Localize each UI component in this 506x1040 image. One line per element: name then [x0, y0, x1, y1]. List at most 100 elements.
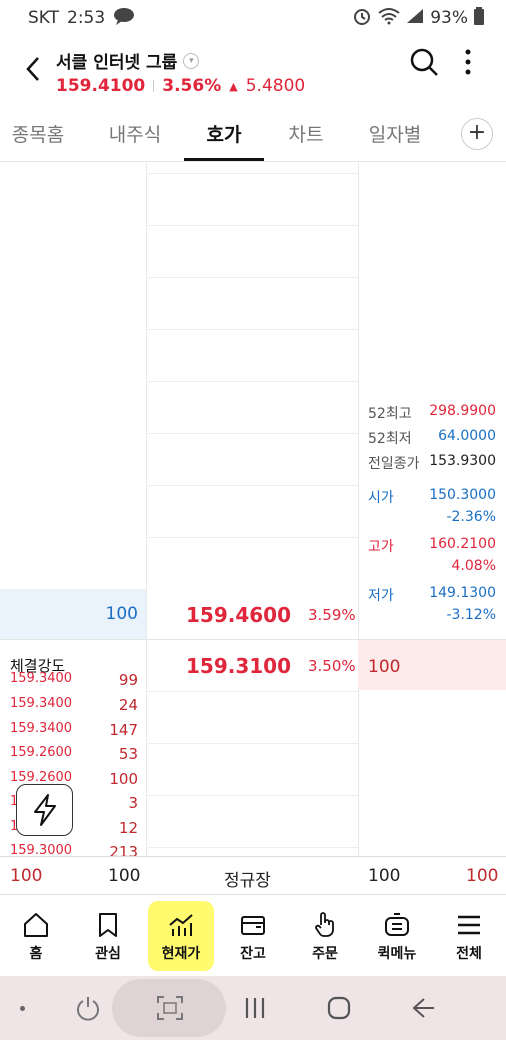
chat-bubble-icon [113, 7, 135, 30]
stat-open: 시가 150.3000 -2.36% [368, 487, 496, 525]
stat-52w-low: 52최저 64.0000 [368, 428, 496, 448]
trade-price: 159.3400 [10, 721, 73, 736]
nav-order[interactable]: 주문 [292, 901, 358, 971]
trade-price: 159.3000 [10, 843, 73, 858]
recent-apps-icon [245, 998, 265, 1018]
capture-button[interactable] [156, 995, 184, 1025]
summary-value: 100 [10, 866, 43, 886]
nav-all[interactable]: 전체 [436, 901, 502, 971]
bid-percent: 3.50% [308, 657, 356, 675]
orderbook-summary: 100 100 정규장 100 100 [0, 856, 506, 894]
stat-prev-close: 전일종가 153.9300 [368, 453, 496, 473]
stock-title[interactable]: 서클 인터넷 그룹 ▾ [56, 48, 200, 73]
stat-value: 150.3000 [429, 487, 496, 503]
change-percent: 3.56% [162, 76, 222, 96]
tab-orderbook[interactable]: 호가 [206, 124, 242, 146]
change-amount: 5.4800 [245, 76, 306, 96]
bid-volume-cell[interactable] [358, 640, 506, 690]
tab-chart[interactable]: 차트 [288, 124, 324, 146]
stat-value: 153.9300 [429, 453, 496, 469]
scan-icon [157, 996, 183, 1020]
stat-label: 저가 [368, 588, 394, 604]
nav-balance[interactable]: 잔고 [220, 901, 286, 971]
divider [358, 163, 359, 856]
trade-volume: 147 [109, 721, 138, 739]
stat-label: 시가 [368, 490, 394, 506]
recent-apps-button[interactable] [243, 996, 267, 1024]
quick-order-button[interactable] [16, 784, 73, 836]
battery-level: 93% [430, 8, 468, 28]
stat-high: 고가 160.2100 4.08% [368, 536, 496, 574]
stat-value: 64.0000 [438, 428, 496, 444]
tab-my-stock[interactable]: 내주식 [108, 124, 162, 146]
nav-quick-menu[interactable]: 퀵메뉴 [364, 901, 430, 971]
divider [146, 329, 358, 330]
divider [146, 691, 358, 692]
tab-daily[interactable]: 일자별 [368, 124, 422, 146]
more-button[interactable] [458, 46, 478, 78]
triangle-up-icon: ▲ [229, 79, 238, 93]
ask-price: 159.4600 [186, 603, 292, 627]
bid-price: 159.3100 [186, 654, 292, 678]
power-icon [77, 997, 99, 1021]
nav-label: 잔고 [240, 946, 266, 962]
system-nav-bar [0, 976, 506, 1040]
summary-value: 100 [368, 866, 401, 886]
arrow-left-icon [412, 998, 434, 1018]
stat-label: 52최고 [368, 406, 412, 422]
tab-bar: 종목홈 내주식 호가 차트 일자별 [0, 108, 506, 162]
divider [146, 173, 358, 174]
summary-value: 100 [108, 866, 141, 886]
status-bar: SKT 2:53 93% [0, 0, 506, 36]
bid-price-row[interactable]: 159.3100 3.50% [146, 640, 358, 691]
dot-icon [20, 1006, 25, 1011]
stat-percent: 4.08% [451, 558, 496, 574]
battery-icon [474, 6, 484, 30]
stock-header: 서클 인터넷 그룹 ▾ 159.4100 3.56% ▲ 5.4800 [0, 40, 506, 102]
power-button[interactable] [74, 994, 102, 1026]
divider [146, 433, 358, 434]
chevron-down-icon[interactable]: ▾ [183, 52, 200, 69]
search-icon [410, 48, 438, 76]
summary-value: 100 [466, 866, 499, 886]
ask-volume: 100 [105, 604, 138, 624]
search-button[interactable] [408, 46, 440, 78]
ask-price-row[interactable]: 159.4600 3.59% [146, 589, 358, 640]
chart-icon [169, 914, 193, 936]
order-book: 52최고 298.9900 52최저 64.0000 전일종가 153.9300… [0, 163, 506, 861]
menu-box-icon [385, 913, 409, 936]
stat-label: 전일종가 [368, 456, 420, 472]
home-system-button[interactable] [326, 995, 352, 1025]
stat-value: 160.2100 [429, 536, 496, 552]
stat-value: 149.1300 [429, 585, 496, 601]
nav-label: 현재가 [161, 946, 201, 962]
stat-value: 298.9900 [429, 403, 496, 419]
stock-quote: 159.4100 3.56% ▲ 5.4800 [56, 76, 305, 96]
plus-icon: + [467, 120, 487, 145]
back-button[interactable] [20, 52, 48, 86]
nav-home[interactable]: 홈 [3, 901, 69, 971]
stock-name: 서클 인터넷 그룹 [56, 53, 178, 73]
add-tab-button[interactable]: + [461, 118, 493, 150]
trade-strength-title: 체결강도 [10, 657, 66, 675]
tab-stock-home[interactable]: 종목홈 [11, 124, 65, 146]
divider [146, 847, 358, 848]
home-icon [24, 913, 48, 937]
trade-volume: 24 [118, 696, 138, 714]
nav-watchlist[interactable]: 관심 [75, 901, 141, 971]
bid-volume: 100 [368, 657, 401, 677]
trade-price: 159.2600 [10, 745, 73, 760]
divider [146, 537, 358, 538]
nav-current-price[interactable]: 현재가 [148, 901, 214, 971]
divider [146, 743, 358, 744]
bottom-nav: 홈 관심 현재가 잔고 주문 퀵메뉴 전체 [0, 894, 506, 976]
wifi-icon [378, 7, 400, 30]
stat-52w-high: 52최고 298.9900 [368, 403, 496, 423]
hand-icon [315, 912, 334, 937]
square-home-icon [327, 996, 351, 1020]
trade-price: 159.2600 [10, 770, 73, 785]
ask-volume-cell[interactable] [0, 589, 146, 639]
divider [146, 277, 358, 278]
divider [146, 163, 147, 856]
back-system-button[interactable] [410, 995, 436, 1025]
